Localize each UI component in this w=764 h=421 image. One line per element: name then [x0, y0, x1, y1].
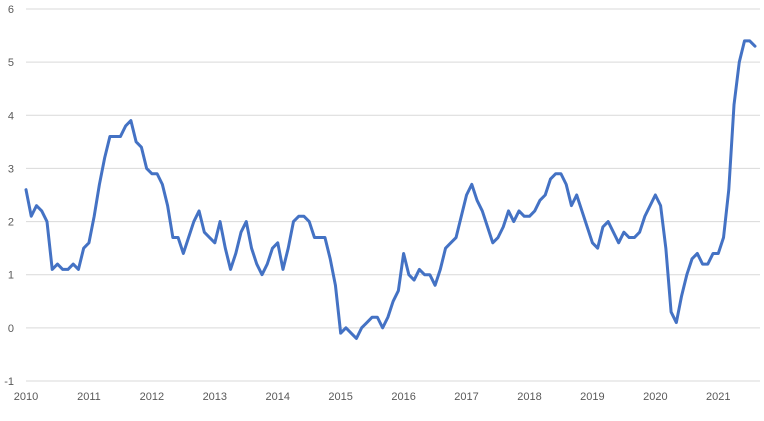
y-tick-label: 1: [8, 270, 14, 282]
x-tick-label: 2011: [77, 391, 101, 403]
x-tick-label: 2015: [328, 391, 352, 403]
y-tick-label: 0: [8, 323, 14, 335]
x-tick-label: 2017: [454, 391, 478, 403]
y-tick-label: 6: [8, 4, 14, 16]
x-tick-label: 2018: [517, 391, 541, 403]
y-axis-tick-labels: -1 0 1 2 3 4 5 6: [4, 4, 14, 388]
series-line: [24, 39, 757, 340]
x-axis-tick-labels: 2010 2011 2012 2013 2014 2015 2016 2017 2018 2019…: [14, 391, 731, 403]
x-tick-label: 2016: [391, 391, 415, 403]
y-tick-label: 2: [8, 217, 14, 229]
x-tick-label: 2013: [203, 391, 227, 403]
x-tick-label: 2020: [643, 391, 667, 403]
x-tick-label: 2014: [265, 391, 289, 403]
x-tick-label: 2019: [580, 391, 604, 403]
x-tick-label: 2012: [140, 391, 164, 403]
plot-area: [24, 39, 757, 340]
y-tick-label: -1: [4, 376, 14, 388]
x-tick-label: 2021: [706, 391, 730, 403]
gridlines: [26, 8, 760, 382]
x-tick-label: 2010: [14, 391, 38, 403]
y-tick-label: 3: [8, 163, 14, 175]
y-tick-label: 5: [8, 57, 14, 69]
y-tick-label: 4: [8, 110, 14, 122]
